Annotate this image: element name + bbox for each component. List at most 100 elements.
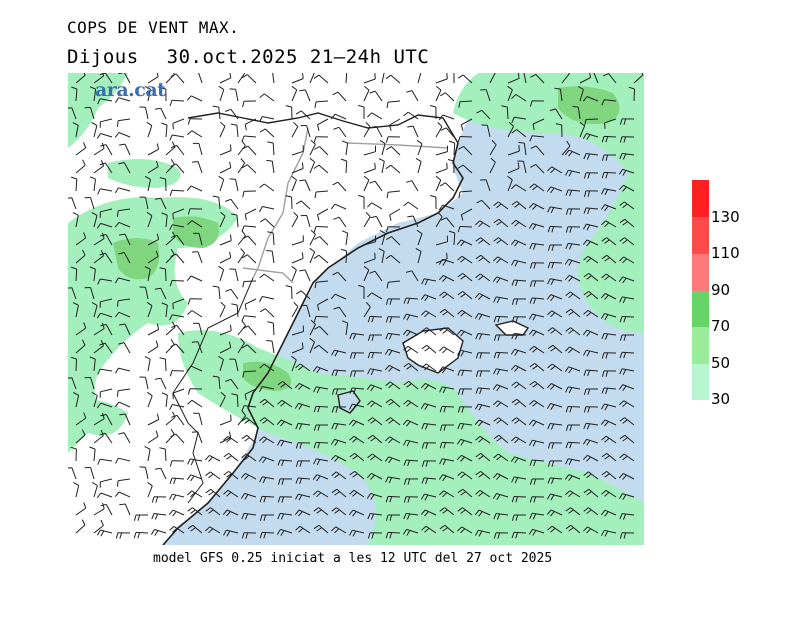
wind-barb-staff bbox=[550, 509, 563, 516]
wind-barb-staff bbox=[363, 269, 370, 282]
wind-barb-feather bbox=[330, 455, 336, 461]
wind-barb-feather bbox=[385, 316, 389, 323]
wind-barb-feather bbox=[388, 438, 394, 444]
wind-barb-staff bbox=[219, 150, 232, 156]
wind-barb-staff bbox=[550, 206, 563, 210]
wind-barb-feather bbox=[619, 256, 625, 262]
wind-barb-feather bbox=[170, 248, 175, 255]
wind-barb-feather bbox=[478, 455, 484, 460]
wind-barb-feather bbox=[313, 136, 317, 143]
wind-barb-staff bbox=[516, 129, 527, 138]
wind-barb-feather bbox=[493, 316, 497, 323]
wind-barb-staff bbox=[363, 168, 376, 174]
wind-barb-feather bbox=[146, 121, 153, 127]
wind-barb-staff bbox=[264, 417, 275, 426]
wind-barb-feather bbox=[478, 421, 483, 427]
wind-barb-staff bbox=[593, 73, 599, 84]
wind-barb-feather bbox=[353, 388, 357, 395]
wind-barb-feather bbox=[240, 473, 246, 479]
wind-barb-staff bbox=[604, 403, 617, 408]
wind-barb-feather bbox=[295, 423, 299, 430]
wind-barb-feather bbox=[514, 333, 519, 340]
wind-barb-feather bbox=[546, 509, 552, 515]
wind-barb-feather bbox=[421, 525, 427, 531]
wind-barb-staff bbox=[570, 308, 581, 318]
wind-barb-staff bbox=[481, 199, 491, 210]
wind-barb-feather bbox=[421, 363, 427, 369]
wind-barb-staff bbox=[291, 240, 304, 246]
wind-barb-feather bbox=[295, 442, 299, 449]
wind-barb-feather bbox=[476, 199, 483, 204]
wind-barb-feather bbox=[389, 298, 393, 305]
wind-barb-feather bbox=[259, 476, 263, 483]
wind-barb-staff bbox=[443, 346, 455, 354]
wind-barb-feather bbox=[302, 73, 304, 79]
wind-barb-feather bbox=[117, 210, 119, 217]
wind-barb-feather bbox=[114, 222, 120, 228]
wind-barb-staff bbox=[100, 98, 113, 102]
wind-barb-feather bbox=[145, 86, 151, 90]
wind-barb-feather bbox=[332, 181, 339, 186]
wind-barb-staff bbox=[624, 237, 635, 246]
wind-barb-feather bbox=[551, 226, 555, 233]
wind-barb-staff bbox=[230, 199, 239, 210]
wind-barb-feather bbox=[220, 391, 226, 397]
wind-barb-staff bbox=[444, 291, 455, 300]
wind-barb-feather bbox=[386, 102, 389, 109]
wind-barb-feather bbox=[186, 474, 192, 480]
wind-barb-feather bbox=[439, 346, 445, 352]
wind-barb-feather bbox=[583, 349, 587, 356]
wind-barb-feather bbox=[119, 323, 126, 326]
wind-barb-feather bbox=[511, 184, 517, 190]
wind-barb-feather bbox=[532, 383, 538, 388]
wind-barb-feather bbox=[277, 496, 281, 503]
wind-barb-staff bbox=[191, 220, 203, 228]
wind-barb-feather bbox=[370, 474, 375, 480]
wind-barb-feather bbox=[550, 511, 555, 517]
wind-barb-feather bbox=[530, 163, 536, 168]
wind-barb-staff bbox=[218, 107, 221, 120]
wind-barb-staff bbox=[478, 403, 491, 408]
wind-barb-feather bbox=[514, 241, 519, 247]
legend-swatch-30 bbox=[692, 364, 709, 400]
wind-barb-feather bbox=[586, 331, 591, 337]
wind-barb-feather bbox=[115, 457, 119, 464]
wind-barb-feather bbox=[457, 164, 464, 169]
wind-barb-feather bbox=[119, 413, 126, 416]
wind-barb-staff bbox=[197, 431, 203, 444]
wind-barb-feather bbox=[583, 310, 589, 315]
wind-barb-staff bbox=[516, 201, 527, 210]
wind-barb-staff bbox=[417, 233, 423, 246]
wind-barb-feather bbox=[458, 191, 461, 198]
wind-barb-staff bbox=[480, 273, 491, 282]
wind-barb-feather bbox=[385, 532, 389, 539]
wind-barb-feather bbox=[439, 442, 443, 449]
wind-barb-feather bbox=[461, 370, 465, 377]
wind-barb-feather bbox=[583, 388, 587, 395]
wind-barb-staff bbox=[462, 507, 473, 516]
wind-barb-feather bbox=[312, 366, 318, 372]
wind-barb-staff bbox=[623, 256, 635, 264]
wind-barb-feather bbox=[424, 511, 429, 517]
wind-barb-staff bbox=[497, 473, 509, 480]
wind-barb-staff bbox=[93, 485, 98, 498]
wind-barb-feather bbox=[242, 281, 245, 288]
wind-barb-staff bbox=[147, 435, 159, 444]
wind-barb-feather bbox=[515, 496, 519, 503]
wind-barb-staff bbox=[244, 315, 257, 318]
wind-barb-feather bbox=[335, 370, 339, 377]
wind-barb-feather bbox=[170, 338, 175, 345]
wind-barb-staff bbox=[219, 167, 232, 174]
wind-barb-feather bbox=[622, 297, 627, 304]
wind-barb-feather bbox=[100, 503, 107, 507]
wind-barb-feather bbox=[144, 356, 151, 360]
wind-barb-feather bbox=[68, 287, 72, 289]
wind-barb-feather bbox=[528, 203, 534, 209]
wind-barb-staff bbox=[352, 529, 365, 534]
wind-barb-feather bbox=[582, 454, 588, 460]
wind-barb-feather bbox=[293, 302, 299, 307]
wind-barb-staff bbox=[246, 434, 257, 444]
wind-barb-feather bbox=[190, 509, 196, 514]
wind-barb-feather bbox=[242, 371, 245, 378]
wind-barb-feather bbox=[605, 172, 609, 179]
